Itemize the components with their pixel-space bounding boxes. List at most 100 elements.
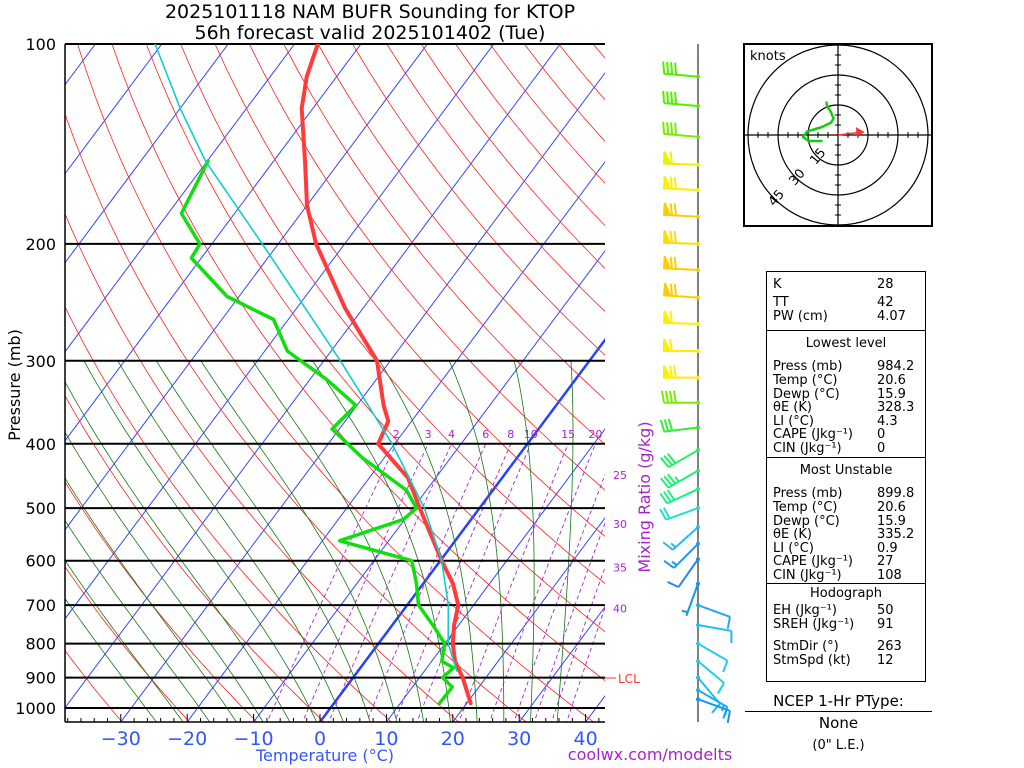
- mixing-ratio-label: 30: [613, 518, 627, 531]
- barb-dot: [696, 400, 700, 405]
- barb-feather: [722, 660, 729, 673]
- index-row: CAPE (Jkg⁻¹) 27: [773, 555, 925, 569]
- hodograph-ring-label: 45: [766, 187, 788, 209]
- index-label: θE (K): [773, 527, 812, 542]
- index-value: 91: [877, 617, 894, 632]
- barb-feather: [659, 508, 667, 521]
- y-tick-label: 700: [25, 596, 56, 615]
- most-unstable-header: Most Unstable: [799, 463, 893, 478]
- dry-adiabat: [180, 44, 605, 585]
- index-label: TT: [773, 295, 789, 310]
- barb-feather: [662, 61, 666, 74]
- y-tick-label: 800: [25, 635, 56, 654]
- y-tick-label: 900: [25, 669, 56, 688]
- mixing-ratio-label: 10: [524, 428, 538, 441]
- mixing-ratio-label: 35: [613, 561, 627, 574]
- index-row: LI (°C) 4.3: [773, 415, 925, 429]
- barb-feather: [669, 256, 674, 269]
- barb-feather: [662, 121, 666, 134]
- x-tick-label: 40: [574, 728, 598, 750]
- wind-barb: [662, 175, 700, 193]
- index-label: LI (°C): [773, 541, 814, 556]
- barb-staff: [666, 488, 699, 505]
- barb-staff: [668, 449, 699, 469]
- index-label: Temp (°C): [773, 373, 838, 388]
- moist-adiabat: [200, 360, 398, 722]
- barb-feather: [673, 365, 677, 378]
- moist-adiabat: [65, 559, 184, 722]
- barb-feather: [669, 365, 673, 378]
- title-line-1: 2025101118 NAM BUFR Sounding for KTOP: [165, 1, 575, 23]
- index-value: 984.2: [877, 359, 915, 374]
- barb-dot: [696, 557, 700, 562]
- barb-feather: [673, 256, 678, 270]
- barb-feather: [726, 710, 731, 723]
- dry-adiabat: [420, 44, 605, 269]
- wind-barb: [661, 390, 700, 405]
- barb-feather: [673, 230, 678, 244]
- barb-feather: [665, 390, 669, 403]
- mixing-ratio-line: [551, 565, 605, 722]
- footer-credit: coolwx.com/modelts: [568, 745, 732, 764]
- barb-feather: [669, 176, 674, 189]
- mixing-ratio-line: [416, 443, 532, 722]
- index-row: CIN (Jkg⁻¹) 0: [773, 442, 925, 456]
- barb-feather: [659, 492, 669, 504]
- mixing-ratio-label: 8: [507, 428, 514, 441]
- storm-motion-arrowhead: [855, 127, 865, 137]
- barb-feather: [666, 453, 677, 464]
- index-row: θE (K) 335.2: [773, 528, 925, 542]
- index-row: SREH (Jkg⁻¹) 91: [773, 618, 925, 632]
- wind-barb: [659, 418, 700, 433]
- isotherm: [518, 606, 605, 722]
- barb-feather: [663, 560, 675, 569]
- barb-feather: [669, 203, 674, 216]
- dry-adiabat: [249, 44, 605, 491]
- wind-barb: [660, 448, 700, 469]
- barb-staff: [697, 604, 731, 618]
- wind-barb: [662, 310, 700, 326]
- y-axis-title: Pressure (mb): [5, 329, 24, 441]
- index-row: LI (°C) 0.9: [773, 542, 925, 556]
- barb-dot: [696, 375, 700, 380]
- barb-dot: [696, 425, 700, 430]
- moist-adiabat: [513, 360, 535, 722]
- index-value: 4.07: [877, 309, 906, 324]
- dry-adiabat: [65, 394, 325, 722]
- barb-dot: [696, 487, 700, 492]
- barb-pennant: [663, 338, 672, 353]
- ptype-title: NCEP 1-Hr PType:: [745, 692, 932, 712]
- y-tick-label: 100: [25, 35, 56, 54]
- barb-staff: [673, 543, 699, 569]
- index-value: 42: [877, 295, 894, 310]
- index-label: CAPE (Jkg⁻¹): [773, 554, 853, 569]
- barb-dot: [696, 214, 700, 219]
- barb-feather: [673, 390, 677, 403]
- wind-barb: [662, 61, 700, 79]
- barb-staff: [665, 507, 699, 521]
- wind-barb: [696, 641, 729, 673]
- x-axis-title: Temperature (°C): [255, 746, 394, 765]
- moist-adiabat: [448, 360, 505, 722]
- divider: [767, 457, 925, 458]
- mixing-ratio-label: 4: [448, 428, 455, 441]
- index-row: θE (K) 328.3: [773, 401, 925, 415]
- wind-barb: [662, 525, 700, 551]
- index-value: 335.2: [877, 527, 915, 542]
- x-tick-label: 30: [507, 728, 531, 750]
- barb-feather: [662, 90, 666, 104]
- isotherm: [65, 44, 362, 442]
- barb-feather: [662, 507, 671, 519]
- barb-half-feather: [670, 542, 677, 548]
- isotherm: [385, 428, 605, 722]
- x-tick-label: −20: [167, 728, 207, 750]
- moist-adiabat: [117, 360, 344, 722]
- mixing-ratio-label: 20: [588, 428, 602, 441]
- index-row: CIN (Jkg⁻¹) 108: [773, 569, 925, 583]
- wind-barb: [662, 230, 700, 246]
- barb-dot: [696, 295, 700, 300]
- moist-adiabat: [379, 360, 478, 722]
- dry-adiabat: [65, 112, 527, 722]
